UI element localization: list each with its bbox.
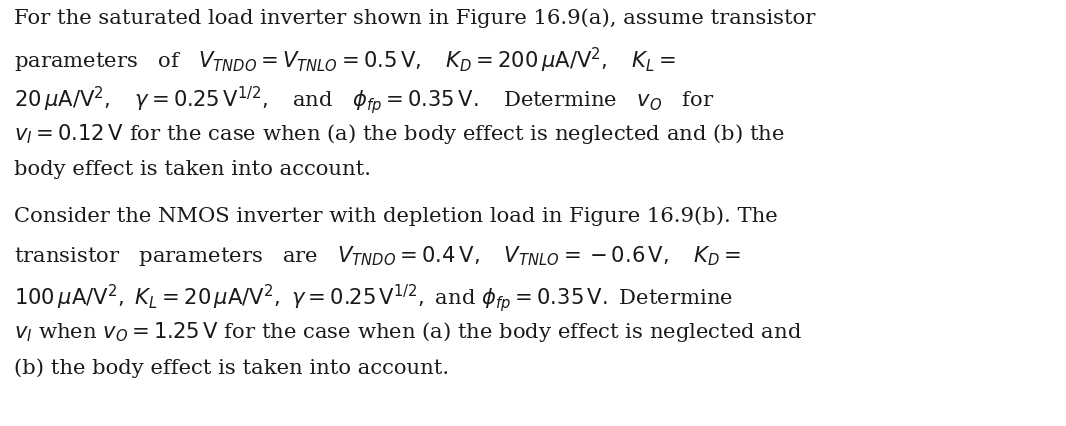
Text: transistor   parameters   are   $V_{TNDO} = 0.4\,\mathrm{V},$   $V_{TNLO} = -0.6: transistor parameters are $V_{TNDO} = 0.… xyxy=(14,244,741,268)
Text: For the saturated load inverter shown in Figure 16.9(a), assume transistor: For the saturated load inverter shown in… xyxy=(14,8,815,28)
Text: $20\,\mu\mathrm{A/V}^2,$   $\gamma = 0.25\,\mathrm{V}^{1/2},$   and   $\phi_{fp}: $20\,\mu\mathrm{A/V}^2,$ $\gamma = 0.25\… xyxy=(14,84,714,116)
Text: parameters   of   $V_{TNDO} = V_{TNLO} = 0.5\,\mathrm{V},$   $K_D = 200\,\mu\mat: parameters of $V_{TNDO} = V_{TNLO} = 0.5… xyxy=(14,46,676,75)
Text: body effect is taken into account.: body effect is taken into account. xyxy=(14,160,371,179)
Text: $v_I$ when $v_O = 1.25\,\mathrm{V}$ for the case when (a) the body effect is neg: $v_I$ when $v_O = 1.25\,\mathrm{V}$ for … xyxy=(14,320,802,344)
Text: (b) the body effect is taken into account.: (b) the body effect is taken into accoun… xyxy=(14,358,449,378)
Text: $100\,\mu\mathrm{A/V}^2,$ $K_L = 20\,\mu\mathrm{A/V}^2,$ $\gamma = 0.25\,\mathrm: $100\,\mu\mathrm{A/V}^2,$ $K_L = 20\,\mu… xyxy=(14,282,733,314)
Text: $v_I = 0.12\,\mathrm{V}$ for the case when (a) the body effect is neglected and : $v_I = 0.12\,\mathrm{V}$ for the case wh… xyxy=(14,122,785,146)
Text: Consider the NMOS inverter with depletion load in Figure 16.9(b). The: Consider the NMOS inverter with depletio… xyxy=(14,206,777,226)
